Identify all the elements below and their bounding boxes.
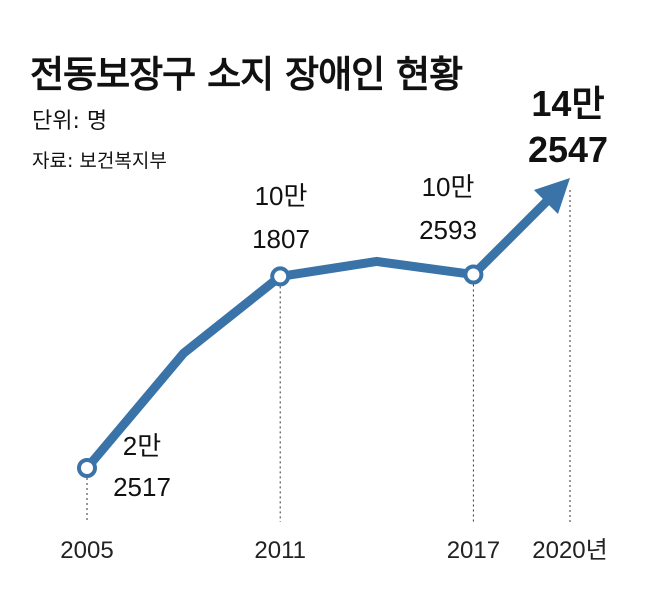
data-label-bottom-2020: 2547 (528, 129, 608, 170)
data-label-bottom-2005: 2517 (113, 472, 171, 502)
data-label-top-2011: 10만 (255, 181, 308, 211)
x-tick-label: 2005 (60, 537, 113, 564)
chart-title: 전동보장구 소지 장애인 현황 (30, 53, 463, 96)
unit-label: 단위: 명 (32, 109, 108, 134)
x-tick-label: 2011 (254, 537, 306, 564)
data-label-bottom-2017: 2593 (419, 215, 477, 245)
series-arrowhead (533, 178, 570, 215)
point-marker-2011 (270, 266, 291, 287)
series-line (83, 194, 554, 471)
data-label-top-2017: 10만 (422, 172, 475, 202)
data-label-bottom-2011: 1807 (252, 224, 310, 254)
x-tick-label: 2020년 (532, 537, 607, 564)
data-label-top-2020: 14만 (531, 83, 604, 124)
point-marker-2005 (77, 458, 97, 478)
data-label-top-2005: 2만 (123, 431, 161, 461)
source-label: 자료: 보건복지부 (32, 150, 167, 172)
point-marker-2017 (463, 264, 484, 285)
x-tick-label: 2017 (447, 537, 500, 564)
